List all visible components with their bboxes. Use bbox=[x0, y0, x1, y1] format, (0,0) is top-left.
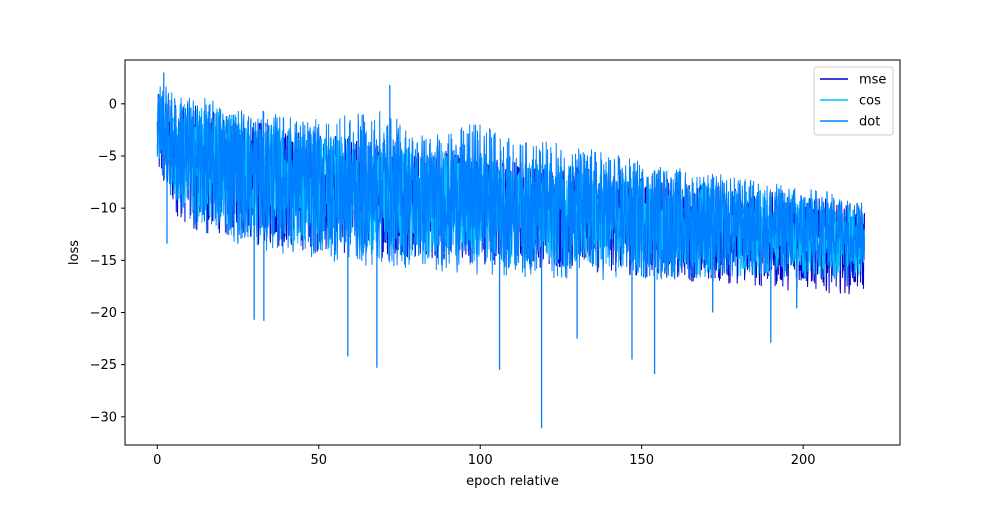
legend-box bbox=[813, 66, 894, 136]
legend-label-dot: dot bbox=[859, 115, 880, 130]
y-axis: 0 −5 −10 −15 −20 −25 −30 bbox=[90, 97, 125, 425]
x-axis: 0 50 100 150 200 bbox=[153, 445, 816, 468]
y-tick-label: −10 bbox=[90, 202, 117, 217]
y-tick-label: −30 bbox=[90, 410, 117, 425]
x-tick-label: 100 bbox=[468, 453, 493, 468]
x-tick-label: 150 bbox=[629, 453, 654, 468]
series-line-dot bbox=[156, 86, 865, 281]
plot-area bbox=[156, 72, 865, 429]
y-tick-label: 0 bbox=[109, 97, 117, 112]
series-dot bbox=[156, 72, 865, 429]
y-axis-title: loss bbox=[67, 240, 82, 265]
y-tick-label: −15 bbox=[90, 254, 117, 269]
x-axis-title: epoch relative bbox=[466, 474, 559, 489]
legend: mse cos dot bbox=[813, 66, 894, 136]
x-tick-label: 0 bbox=[153, 453, 161, 468]
x-tick-label: 50 bbox=[310, 453, 327, 468]
x-tick-label: 200 bbox=[791, 453, 816, 468]
axes-frame bbox=[124, 59, 901, 446]
legend-label-mse: mse bbox=[859, 73, 886, 88]
legend-label-cos: cos bbox=[859, 94, 881, 109]
y-tick-label: −20 bbox=[90, 306, 117, 321]
y-tick-label: −25 bbox=[90, 358, 117, 373]
y-tick-label: −5 bbox=[98, 149, 117, 164]
